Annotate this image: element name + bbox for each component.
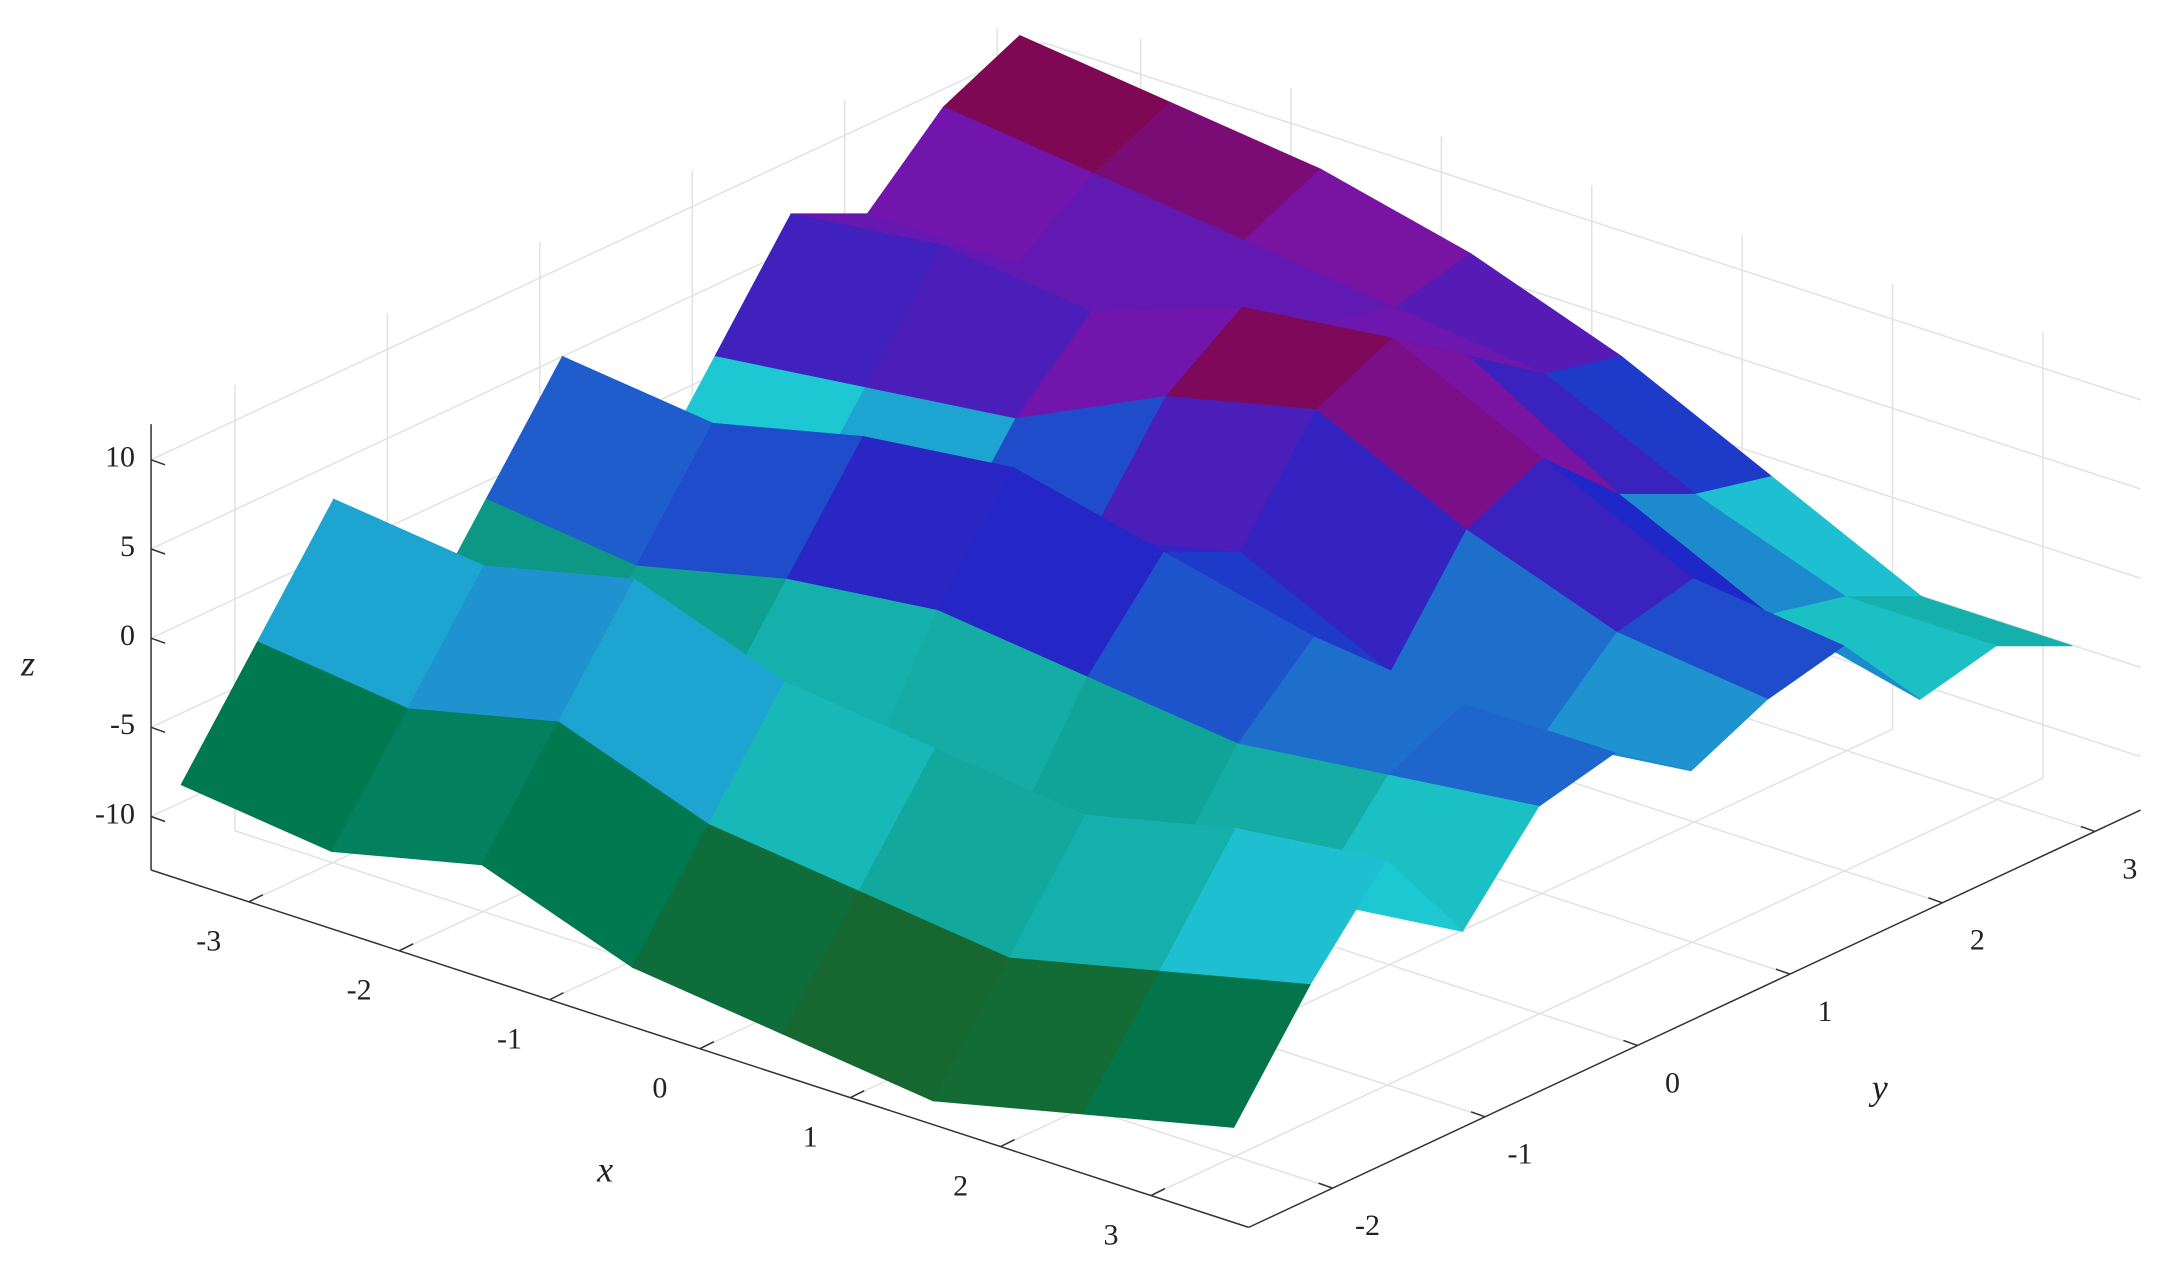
grid-line: [150, 41, 1044, 461]
y-tick-label: 3: [2122, 852, 2137, 885]
y-tick-label: -1: [1508, 1138, 1533, 1171]
x-tick: [1000, 1138, 1015, 1148]
x-tick: [549, 992, 564, 1001]
x-axis-label: x: [596, 1149, 613, 1189]
z-tick: [150, 815, 166, 823]
y-tick-label: 1: [1817, 995, 1832, 1028]
grid-line: [1042, 41, 2141, 401]
z-tick: [150, 459, 166, 466]
y-tick: [1470, 1111, 1486, 1118]
y-tick-label: 2: [1970, 924, 1985, 957]
z-axis-label: z: [20, 643, 35, 683]
z-tick: [150, 637, 166, 644]
x-tick: [1150, 1187, 1166, 1197]
z-tick-label: 10: [105, 441, 135, 474]
x-tick: [398, 943, 414, 952]
x-tick-label: -1: [497, 1023, 522, 1056]
y-tick: [2080, 825, 2096, 833]
x-tick-label: -3: [196, 925, 221, 958]
y-axis: [1248, 809, 2141, 1229]
surface: [180, 35, 2073, 1128]
x-tick-label: 3: [1103, 1218, 1118, 1251]
y-tick-label: 0: [1665, 1066, 1680, 1099]
y-axis-label: y: [1869, 1068, 1888, 1108]
y-tick: [1928, 897, 1943, 904]
grid-line: [1150, 777, 2044, 1197]
x-tick-label: -2: [347, 974, 372, 1007]
surface-patch: [1082, 970, 1311, 1128]
z-tick-label: -5: [110, 708, 135, 741]
z-tick: [150, 548, 166, 555]
z-tick: [150, 726, 166, 734]
y-tick: [1318, 1182, 1333, 1189]
z-tick-label: -10: [95, 797, 135, 830]
x-tick-label: 2: [953, 1169, 968, 1202]
x-tick: [248, 894, 264, 903]
y-tick-label: -2: [1355, 1209, 1380, 1242]
x-tick: [699, 1041, 715, 1050]
x-tick: [849, 1089, 865, 1099]
x-tick-label: 0: [652, 1072, 667, 1105]
z-tick-label: 0: [120, 619, 135, 652]
x-tick-label: 1: [803, 1121, 818, 1154]
z-tick-label: 5: [120, 530, 135, 563]
y-tick: [1623, 1039, 1638, 1047]
y-tick: [1775, 968, 1791, 975]
